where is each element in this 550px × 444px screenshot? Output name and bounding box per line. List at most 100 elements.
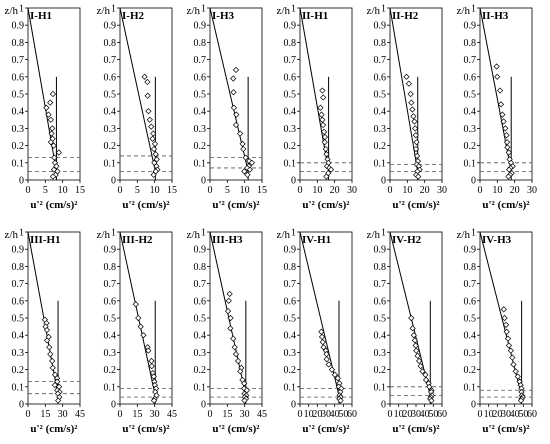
panel-iv-h1: 00.10.20.30.40.50.60.70.80.91z/h0 1020304… <box>277 228 357 436</box>
y-tick-label: 0.8 <box>194 38 207 49</box>
x-tick-label: 15 <box>167 185 177 196</box>
y-tick-label: 0.4 <box>194 107 207 118</box>
y-tick-label: 0.3 <box>12 124 25 135</box>
data-point <box>151 140 159 147</box>
y-tick-label: 0.7 <box>374 279 387 290</box>
x-tick-label: 0 <box>298 409 303 420</box>
y-tick-label: 0.4 <box>12 107 25 118</box>
x-tick-label: 30 <box>150 409 160 420</box>
y-tick-label: 0.8 <box>12 38 25 49</box>
data-point <box>47 116 54 123</box>
x-tick-label: 0 <box>388 185 393 196</box>
panel-title: I-H3 <box>212 10 235 22</box>
x-tick-label: 10 <box>312 185 322 196</box>
data-point <box>230 104 238 111</box>
y-tick-label: 1 <box>471 228 476 239</box>
y-tick-label: 0.4 <box>374 331 387 342</box>
data-point <box>410 113 417 120</box>
panel-title: IV-H3 <box>482 234 512 246</box>
y-tick-label: 0.7 <box>104 279 117 290</box>
data-point <box>502 125 509 132</box>
data-point <box>226 290 233 298</box>
data-point <box>148 357 155 365</box>
fitted-line <box>479 231 523 396</box>
data-point <box>53 163 60 170</box>
x-tick-label: 30 <box>321 409 331 420</box>
data-point <box>413 152 421 160</box>
y-tick-label: 0.7 <box>194 55 207 66</box>
y-tick-label: 0.1 <box>374 158 387 169</box>
panel-ii-h3: 0 0.1 0.2 0.3 0.4 0.5 0.6 0.7 0.8 0.9 1z/h 0 10 20 30 u… <box>457 4 537 212</box>
y-tick-label: 0.3 <box>194 124 207 135</box>
y-tick-label: 0 <box>471 400 476 411</box>
data-point <box>140 332 147 339</box>
x-tick-label: 10 <box>402 185 412 196</box>
y-tick-label: 0.4 <box>104 107 117 118</box>
data-point <box>232 121 240 129</box>
y-tick-label: 0.1 <box>284 382 297 393</box>
x-tick-label: 15 <box>132 409 142 420</box>
data-point <box>416 357 423 365</box>
data-point <box>149 135 156 142</box>
y-tick-label: 0.5 <box>464 90 477 101</box>
y-tick-label: 0.3 <box>464 348 477 359</box>
data-point <box>50 142 57 149</box>
y-tick-label: 0.8 <box>284 38 297 49</box>
y-tick-label: 0.1 <box>104 158 117 169</box>
data-point <box>317 104 324 111</box>
plot-frame <box>209 7 263 181</box>
data-point <box>148 123 155 130</box>
x-tick-label: 10 <box>394 409 404 420</box>
y-tick-label: 0.7 <box>12 55 25 66</box>
data-point <box>241 168 248 175</box>
y-tick-label: 0.8 <box>284 262 297 273</box>
data-point <box>144 78 151 86</box>
y-axis-label: z/h <box>97 5 111 17</box>
y-tick-label: 0.9 <box>284 245 297 256</box>
y-tick-label: 0.8 <box>464 262 477 273</box>
data-point <box>227 314 234 322</box>
y-tick-label: 0.3 <box>464 124 477 135</box>
data-point <box>327 166 335 173</box>
plot-frame <box>27 231 81 405</box>
data-point <box>55 149 62 156</box>
x-tick-label: 50 <box>518 409 528 420</box>
data-point <box>237 368 244 375</box>
y-tick-label: 0.7 <box>284 279 297 290</box>
y-tick-label: 1 <box>471 4 476 15</box>
y-tick-label: 0.5 <box>104 314 117 325</box>
x-axis-label: u'² (cm/s)² <box>212 199 260 211</box>
x-tick-label: 60 <box>527 409 537 420</box>
data-point <box>49 125 56 132</box>
plot-frame <box>209 231 263 405</box>
data-point <box>55 397 62 404</box>
x-tick-label: 30 <box>437 185 447 196</box>
data-point <box>230 75 237 82</box>
data-point <box>54 378 61 385</box>
panel-title: IV-H2 <box>392 234 422 246</box>
data-point <box>502 321 510 328</box>
y-tick-label: 0.1 <box>194 158 207 169</box>
panel-title: I-H2 <box>122 10 145 22</box>
data-point <box>51 381 59 389</box>
y-tick-label: 0.9 <box>374 245 387 256</box>
data-point <box>227 325 234 332</box>
x-axis-label: u'² (cm/s)² <box>30 199 78 211</box>
y-tick-label: 0.5 <box>284 90 297 101</box>
data-point <box>507 347 514 354</box>
x-tick-label: 20 <box>492 409 502 420</box>
data-point <box>240 145 247 153</box>
data-point <box>145 347 152 354</box>
data-point <box>323 173 330 180</box>
data-point <box>45 111 52 118</box>
data-point <box>413 347 420 354</box>
data-point <box>47 351 54 358</box>
y-tick-label: 0.3 <box>12 348 25 359</box>
y-tick-label: 0.4 <box>194 331 207 342</box>
y-tick-label: 0.6 <box>194 72 207 83</box>
y-tick-label: 0.5 <box>12 314 25 325</box>
y-tick-label: 0.9 <box>12 21 25 32</box>
data-point <box>493 63 500 70</box>
x-tick-label: 30 <box>347 185 357 196</box>
